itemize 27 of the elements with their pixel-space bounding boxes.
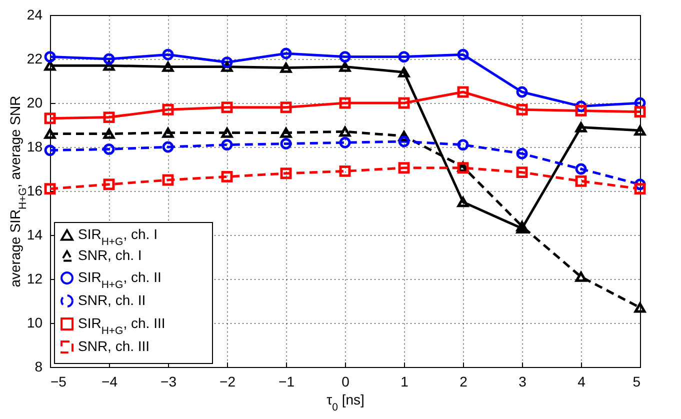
y-tick-label: 22 <box>26 50 43 66</box>
y-tick-label: 8 <box>34 358 43 374</box>
x-tick-label: 5 <box>632 374 641 390</box>
y-tick-label: 18 <box>26 138 43 154</box>
legend-label: SIR$_{H+G}$, ch. II <box>78 269 162 291</box>
y-tick-label: 24 <box>26 6 43 22</box>
x-tick-label: 3 <box>518 374 527 390</box>
y-tick-label: 12 <box>26 270 43 286</box>
x-tick-label: −2 <box>220 374 236 390</box>
x-tick-label: −4 <box>102 374 118 390</box>
legend-label: SIR$_{H+G}$, ch. I <box>78 226 158 248</box>
x-tick-label: 2 <box>460 374 468 390</box>
legend-label: SIR$_{H+G}$, ch. III <box>78 315 166 337</box>
x-tick-label: −1 <box>278 374 295 390</box>
y-tick-label: 16 <box>26 182 43 198</box>
x-tick-label: 4 <box>578 374 586 390</box>
y-tick-label: 10 <box>26 314 43 330</box>
legend-label: SNR, ch. II <box>78 292 146 308</box>
legend-label: SNR, ch. III <box>78 338 150 354</box>
y-tick-label: 20 <box>26 94 43 110</box>
x-tick-label: −5 <box>50 374 67 390</box>
y-tick-label: 14 <box>26 226 43 242</box>
x-tick-label: 0 <box>342 374 350 390</box>
legend-label: SNR, ch. I <box>78 247 142 263</box>
x-tick-label: −3 <box>160 374 177 390</box>
x-tick-label: 1 <box>400 374 409 390</box>
x-axis-title: τ$_{0}$ [ns] <box>326 392 364 414</box>
